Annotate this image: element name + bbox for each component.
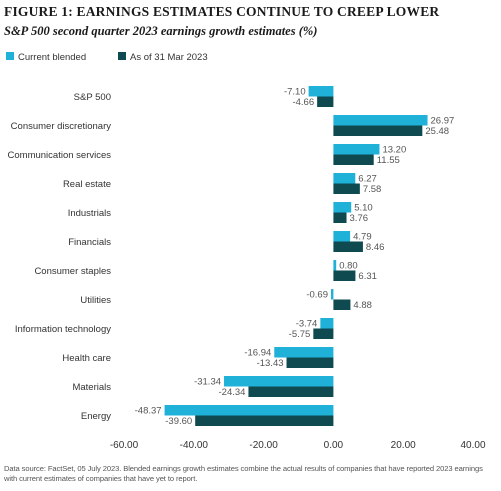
bar-materials-current [224, 376, 334, 387]
category-label-industrials: Industrials [68, 208, 112, 219]
value-label-information-technology-mar: -5.75 [289, 329, 311, 340]
chart-subtitle: S&P 500 second quarter 2023 earnings gro… [4, 24, 318, 38]
value-label-materials-current: -31.34 [194, 377, 221, 388]
value-label-utilities-current: -0.69 [306, 290, 328, 301]
value-label-real-estate-current: 6.27 [358, 174, 377, 185]
x-axis: -60.00 -40.00 -20.00 0.00 20.00 40.00 [110, 440, 486, 451]
value-label-consumer-discretionary-mar: 25.48 [425, 126, 449, 137]
value-label-financials-mar: 8.46 [366, 242, 385, 253]
value-label-s-p-500-current: -7.10 [284, 87, 306, 98]
bar-information-technology-current [320, 318, 334, 329]
value-label-consumer-staples-mar: 6.31 [358, 271, 377, 282]
value-label-industrials-mar: 3.76 [350, 213, 369, 224]
x-tick-label: 0.00 [324, 440, 344, 451]
chart-title: FIGURE 1: EARNINGS ESTIMATES CONTINUE TO… [4, 4, 440, 19]
bar-consumer-staples-current [333, 260, 337, 271]
category-label-information-technology: Information technology [15, 324, 111, 335]
bar-s-p-500-current [308, 86, 334, 97]
bar-industrials-current [333, 202, 352, 213]
value-label-energy-current: -48.37 [135, 406, 162, 417]
category-label-materials: Materials [72, 382, 111, 393]
category-label-consumer-discretionary: Consumer discretionary [11, 121, 112, 132]
value-label-communication-services-mar: 11.55 [377, 155, 400, 166]
bar-energy-current [164, 405, 334, 416]
value-label-health-care-mar: -13.43 [257, 358, 284, 369]
value-label-utilities-mar: 4.88 [353, 300, 372, 311]
legend-label-as-of-31-mar: As of 31 Mar 2023 [130, 52, 208, 63]
bar-health-care-current [274, 347, 334, 358]
bar-communication-services-current [333, 144, 380, 155]
category-label-utilities: Utilities [80, 295, 111, 306]
x-tick-label: 40.00 [460, 440, 485, 451]
chart-legend: Current blended As of 31 Mar 2023 [6, 52, 208, 63]
legend-swatch-current-blended [6, 52, 14, 60]
bar-consumer-discretionary-mar [333, 125, 423, 136]
category-labels: S&P 500 Consumer discretionary Communicati… [8, 92, 112, 422]
bar-materials-mar [248, 386, 334, 397]
bar-financials-current [333, 231, 351, 242]
x-tick-label: -20.00 [249, 440, 278, 451]
bar-utilities-current [330, 289, 334, 300]
bar-industrials-mar [333, 212, 347, 223]
earnings-bar-chart: Current blended As of 31 Mar 2023 S&P 500… [6, 52, 486, 451]
category-label-energy: Energy [81, 411, 111, 422]
bar-s-p-500-mar [317, 96, 334, 107]
value-label-s-p-500-mar: -4.66 [292, 97, 314, 108]
category-label-consumer-staples: Consumer staples [34, 266, 111, 277]
value-label-information-technology-current: -3.74 [296, 319, 318, 330]
bars-group [164, 86, 428, 426]
value-label-consumer-discretionary-current: 26.97 [431, 116, 455, 127]
legend-swatch-as-of-31-mar [118, 52, 126, 60]
bar-real-estate-current [333, 173, 356, 184]
bar-real-estate-mar [333, 183, 360, 194]
bar-communication-services-mar [333, 154, 374, 165]
source-note: Data source: FactSet, 05 July 2023. Blen… [4, 464, 483, 483]
category-label-s-p-500: S&P 500 [74, 92, 111, 103]
x-tick-label: 20.00 [391, 440, 416, 451]
legend-label-current-blended: Current blended [18, 52, 86, 63]
value-label-real-estate-mar: 7.58 [363, 184, 382, 195]
x-tick-label: -40.00 [180, 440, 209, 451]
x-tick-label: -60.00 [110, 440, 139, 451]
value-label-industrials-current: 5.10 [354, 203, 373, 214]
value-label-financials-current: 4.79 [353, 232, 372, 243]
bar-consumer-discretionary-current [333, 115, 428, 126]
value-label-communication-services-current: 13.20 [382, 145, 406, 156]
bar-information-technology-mar [313, 328, 334, 339]
bar-consumer-staples-mar [333, 270, 356, 281]
category-label-real-estate: Real estate [63, 179, 111, 190]
value-label-energy-mar: -39.60 [165, 416, 192, 427]
category-label-health-care: Health care [62, 353, 111, 364]
category-label-communication-services: Communication services [8, 150, 112, 161]
value-label-consumer-staples-current: 0.80 [339, 261, 358, 272]
value-label-health-care-current: -16.94 [244, 348, 271, 359]
bar-health-care-mar [286, 357, 334, 368]
bar-financials-mar [333, 241, 363, 252]
value-label-materials-mar: -24.34 [219, 387, 246, 398]
category-label-financials: Financials [68, 237, 111, 248]
bar-energy-mar [195, 415, 334, 426]
bar-utilities-mar [333, 299, 351, 310]
